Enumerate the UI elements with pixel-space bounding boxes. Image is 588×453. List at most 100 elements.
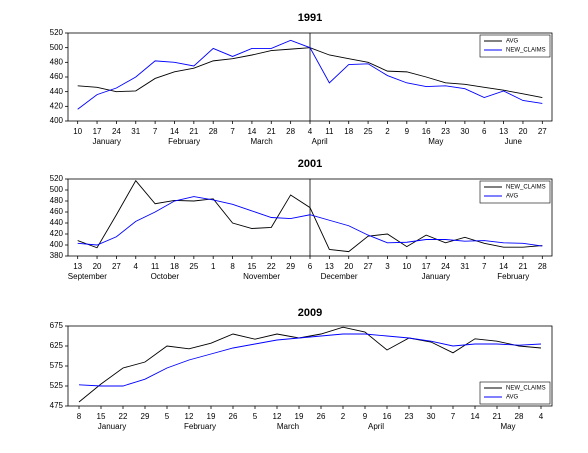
legend-box bbox=[479, 381, 551, 405]
x-tick-label: 23 bbox=[441, 127, 450, 136]
x-tick-label: 24 bbox=[441, 262, 450, 271]
x-tick-label: 7 bbox=[482, 262, 487, 271]
month-label: February bbox=[168, 137, 200, 146]
x-tick-label: 25 bbox=[189, 262, 198, 271]
x-tick-label: 10 bbox=[402, 262, 411, 271]
x-tick-label: 5 bbox=[253, 412, 258, 421]
x-tick-label: 9 bbox=[405, 127, 410, 136]
y-tick-label: 400 bbox=[50, 240, 64, 249]
x-tick-label: 25 bbox=[364, 127, 373, 136]
month-label: April bbox=[368, 422, 384, 431]
x-tick-label: 14 bbox=[499, 262, 508, 271]
x-tick-label: 27 bbox=[112, 262, 121, 271]
x-tick-label: 8 bbox=[77, 412, 82, 421]
month-label: October bbox=[151, 272, 180, 281]
y-tick-label: 625 bbox=[50, 341, 64, 350]
month-label: September bbox=[68, 272, 107, 281]
x-tick-label: 14 bbox=[170, 127, 179, 136]
legend-box bbox=[479, 34, 551, 58]
x-tick-label: 19 bbox=[295, 412, 304, 421]
x-tick-label: 28 bbox=[286, 127, 295, 136]
x-tick-label: 5 bbox=[165, 412, 170, 421]
legend-label: NEW_CLAIMS bbox=[506, 386, 546, 392]
y-tick-label: 380 bbox=[50, 251, 64, 260]
x-tick-label: 28 bbox=[209, 127, 218, 136]
x-tick-label: 7 bbox=[451, 412, 456, 421]
y-tick-label: 440 bbox=[50, 218, 64, 227]
y-tick-label: 400 bbox=[50, 116, 64, 125]
month-label: February bbox=[497, 272, 529, 281]
month-label: January bbox=[92, 137, 120, 146]
series-line bbox=[77, 39, 543, 110]
legend-box bbox=[479, 180, 551, 204]
x-tick-label: 16 bbox=[422, 127, 431, 136]
x-tick-label: 13 bbox=[499, 127, 508, 136]
month-label: January bbox=[422, 272, 450, 281]
y-tick-label: 460 bbox=[50, 207, 64, 216]
x-tick-label: 22 bbox=[267, 262, 276, 271]
month-label: May bbox=[428, 137, 443, 146]
y-tick-label: 480 bbox=[50, 196, 64, 205]
x-tick-label: 21 bbox=[519, 262, 528, 271]
month-label: June bbox=[505, 137, 523, 146]
legend-label: NEW_CLAIMS bbox=[506, 185, 546, 191]
y-tick-label: 500 bbox=[50, 185, 64, 194]
y-tick-label: 520 bbox=[50, 174, 64, 183]
x-tick-label: 15 bbox=[97, 412, 106, 421]
y-tick-label: 480 bbox=[50, 57, 64, 66]
x-tick-label: 19 bbox=[207, 412, 216, 421]
x-tick-label: 8 bbox=[230, 262, 235, 271]
x-tick-label: 27 bbox=[364, 262, 373, 271]
x-tick-label: 10 bbox=[73, 127, 82, 136]
x-tick-label: 21 bbox=[189, 127, 198, 136]
x-tick-label: 13 bbox=[325, 262, 334, 271]
month-label: November bbox=[243, 272, 280, 281]
x-tick-label: 4 bbox=[134, 262, 139, 271]
x-tick-label: 1 bbox=[211, 262, 216, 271]
x-tick-label: 18 bbox=[344, 127, 353, 136]
month-label: December bbox=[321, 272, 358, 281]
y-tick-label: 460 bbox=[50, 72, 64, 81]
x-tick-label: 26 bbox=[229, 412, 238, 421]
x-tick-label: 9 bbox=[363, 412, 368, 421]
x-tick-label: 31 bbox=[460, 262, 469, 271]
x-tick-label: 29 bbox=[141, 412, 150, 421]
chart-title: 1991 bbox=[298, 12, 322, 24]
y-tick-label: 575 bbox=[50, 361, 64, 370]
month-label: March bbox=[277, 422, 299, 431]
y-tick-label: 500 bbox=[50, 43, 64, 52]
month-label: April bbox=[312, 137, 328, 146]
x-tick-label: 2 bbox=[385, 127, 390, 136]
chart-title: 2001 bbox=[298, 158, 322, 170]
y-tick-label: 475 bbox=[50, 401, 64, 410]
y-tick-label: 420 bbox=[50, 101, 64, 110]
x-tick-label: 27 bbox=[538, 127, 547, 136]
x-tick-label: 15 bbox=[247, 262, 256, 271]
legend-label: AVG bbox=[506, 39, 519, 45]
x-tick-label: 14 bbox=[247, 127, 256, 136]
x-tick-label: 20 bbox=[519, 127, 528, 136]
month-label: February bbox=[184, 422, 216, 431]
x-tick-label: 2 bbox=[341, 412, 346, 421]
x-tick-label: 28 bbox=[538, 262, 547, 271]
y-tick-label: 420 bbox=[50, 229, 64, 238]
x-tick-label: 28 bbox=[515, 412, 524, 421]
x-tick-label: 29 bbox=[286, 262, 295, 271]
x-tick-label: 30 bbox=[460, 127, 469, 136]
x-tick-label: 31 bbox=[131, 127, 140, 136]
x-tick-label: 24 bbox=[112, 127, 121, 136]
x-tick-label: 13 bbox=[73, 262, 82, 271]
legend-label: AVG bbox=[506, 395, 519, 401]
plot-frame bbox=[67, 325, 553, 407]
x-tick-label: 20 bbox=[344, 262, 353, 271]
y-tick-label: 675 bbox=[50, 321, 64, 330]
series-line bbox=[77, 179, 543, 253]
x-tick-label: 26 bbox=[317, 412, 326, 421]
y-tick-label: 440 bbox=[50, 87, 64, 96]
y-tick-label: 520 bbox=[50, 28, 64, 37]
x-tick-label: 12 bbox=[273, 412, 282, 421]
x-tick-label: 21 bbox=[267, 127, 276, 136]
x-tick-label: 3 bbox=[385, 262, 390, 271]
x-tick-label: 11 bbox=[325, 127, 334, 136]
